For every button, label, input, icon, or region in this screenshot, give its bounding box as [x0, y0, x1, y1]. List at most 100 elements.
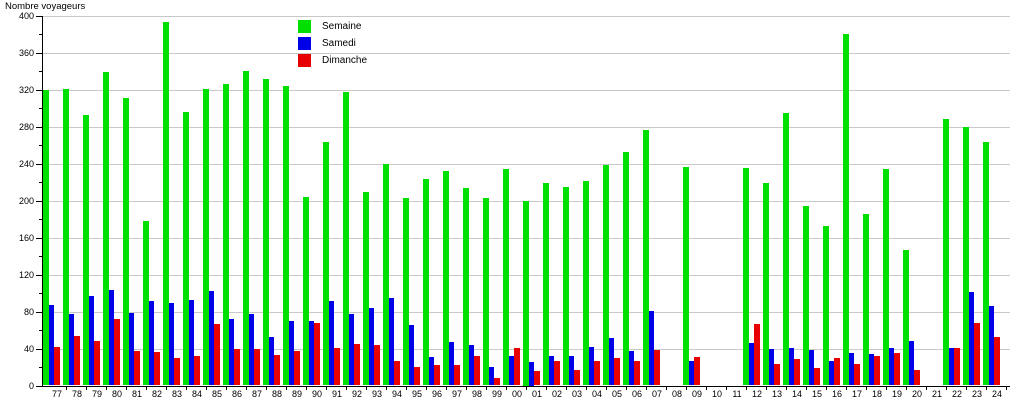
x-category-label: 12 — [751, 389, 762, 399]
bar-semaine-91 — [323, 141, 329, 386]
bar-dimanche-02 — [554, 360, 560, 386]
legend-item-dimanche: Dimanche — [298, 54, 408, 67]
x-category-label: 08 — [671, 389, 682, 399]
x-category-label: 93 — [371, 389, 382, 399]
bar-samedi-83 — [169, 303, 174, 386]
x-minor-tick — [886, 386, 887, 390]
bar-dimanche-12 — [754, 323, 760, 386]
y-tick-label: 160 — [18, 232, 34, 243]
bar-samedi-13 — [769, 348, 774, 386]
bar-semaine-12 — [743, 168, 749, 386]
y-minor-tick — [39, 108, 42, 110]
x-category-label: 78 — [71, 389, 82, 399]
bar-semaine-96 — [423, 178, 429, 386]
x-category-label: 09 — [691, 389, 702, 399]
y-major-tick — [36, 52, 42, 54]
bar-semaine-24 — [983, 141, 989, 386]
y-major-tick — [36, 237, 42, 239]
x-category-label: 03 — [571, 389, 582, 399]
legend-label-semaine: Semaine — [322, 21, 362, 32]
x-minor-tick — [606, 386, 607, 390]
y-minor-tick — [39, 293, 42, 295]
y-tick-label: 40 — [23, 343, 34, 354]
y-tick-label: 360 — [18, 47, 34, 58]
y-tick-label: 240 — [18, 158, 34, 169]
x-category-label: 01 — [531, 389, 542, 399]
bar-samedi-81 — [129, 312, 134, 386]
x-minor-tick — [866, 386, 867, 390]
bar-samedi-06 — [629, 351, 634, 386]
bar-semaine-80 — [103, 72, 109, 386]
x-category-label: 88 — [271, 389, 282, 399]
bar-dimanche-91 — [334, 347, 340, 386]
x-category-label: 23 — [971, 389, 982, 399]
x-minor-tick — [206, 386, 207, 390]
x-category-label: 85 — [211, 389, 222, 399]
y-tick-label: 0 — [28, 380, 34, 391]
bar-samedi-18 — [869, 354, 874, 386]
bar-semaine-97 — [443, 171, 449, 386]
x-category-label: 97 — [451, 389, 462, 399]
bar-samedi-99 — [489, 367, 494, 386]
x-minor-tick — [466, 386, 467, 390]
x-category-label: 86 — [231, 389, 242, 399]
y-axis-line — [42, 16, 43, 386]
x-minor-tick — [226, 386, 227, 390]
bar-semaine-04 — [583, 181, 589, 386]
bar-dimanche-88 — [274, 355, 280, 386]
bar-semaine-14 — [783, 112, 789, 386]
x-minor-tick — [786, 386, 787, 390]
bar-semaine-95 — [403, 197, 409, 386]
bar-semaine-90 — [303, 197, 309, 386]
x-minor-tick — [426, 386, 427, 390]
x-minor-tick — [526, 386, 527, 390]
bar-dimanche-80 — [114, 318, 120, 386]
bar-semaine-81 — [123, 98, 129, 386]
x-minor-tick — [826, 386, 827, 390]
bar-semaine-05 — [603, 164, 609, 386]
legend-swatch-samedi — [298, 37, 311, 50]
bar-semaine-86 — [223, 84, 229, 386]
bar-samedi-14 — [789, 347, 794, 386]
h-gridline — [42, 52, 1010, 54]
bar-dimanche-07 — [654, 350, 660, 386]
bar-semaine-99 — [483, 197, 489, 386]
y-tick-label: 200 — [18, 195, 34, 206]
x-category-label: 19 — [891, 389, 902, 399]
x-category-label: 11 — [732, 389, 742, 399]
x-category-label: 24 — [991, 389, 1002, 399]
bar-samedi-19 — [889, 347, 894, 386]
bar-dimanche-22 — [954, 347, 960, 386]
y-major-tick — [36, 126, 42, 128]
x-category-label: 16 — [831, 389, 842, 399]
bar-samedi-98 — [469, 344, 474, 386]
bar-samedi-88 — [269, 336, 274, 386]
bar-semaine-18 — [863, 213, 869, 386]
bar-dimanche-98 — [474, 355, 480, 386]
bar-semaine-89 — [283, 86, 289, 386]
x-minor-tick — [906, 386, 907, 390]
x-minor-tick — [946, 386, 947, 390]
x-category-label: 02 — [551, 389, 562, 399]
x-minor-tick — [186, 386, 187, 390]
bar-dimanche-79 — [94, 341, 100, 386]
x-minor-tick — [806, 386, 807, 390]
bar-semaine-78 — [63, 88, 69, 386]
x-minor-tick — [446, 386, 447, 390]
x-minor-tick — [146, 386, 147, 390]
x-minor-tick — [266, 386, 267, 390]
x-category-label: 05 — [611, 389, 622, 399]
legend-item-samedi: Samedi — [298, 37, 408, 50]
x-minor-tick — [386, 386, 387, 390]
bar-dimanche-95 — [414, 367, 420, 386]
bar-semaine-85 — [203, 88, 209, 386]
bar-samedi-20 — [909, 341, 914, 386]
x-minor-tick — [86, 386, 87, 390]
x-category-label: 90 — [311, 389, 322, 399]
bar-dimanche-06 — [634, 360, 640, 386]
bar-dimanche-97 — [454, 365, 460, 386]
bar-dimanche-19 — [894, 353, 900, 386]
x-category-label: 07 — [651, 389, 662, 399]
bar-dimanche-20 — [914, 369, 920, 386]
